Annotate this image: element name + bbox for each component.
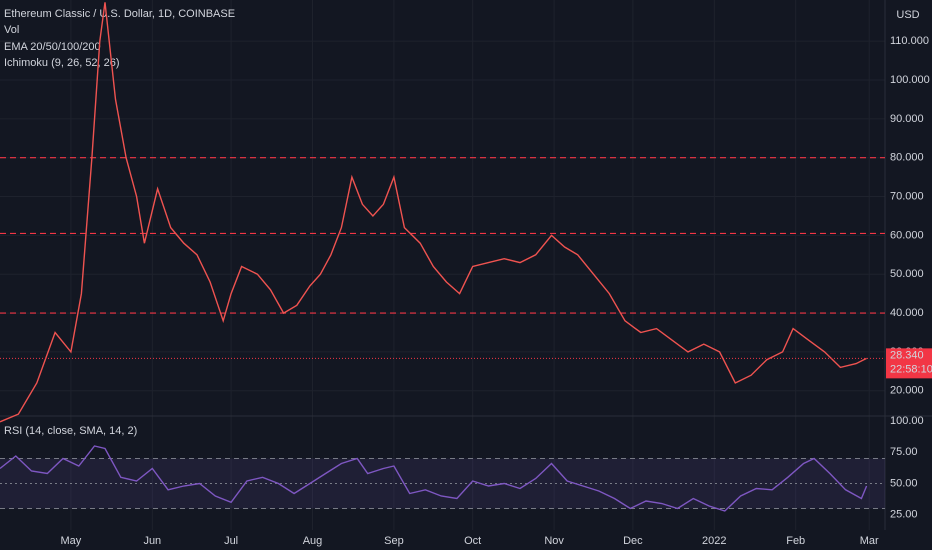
x-tick-label: Aug <box>303 535 323 547</box>
series-line <box>0 445 868 512</box>
y-tick-label: 100.000 <box>890 74 930 86</box>
chart-title: Ethereum Classic / U.S. Dollar, 1D, COIN… <box>4 8 235 20</box>
x-tick-label: Feb <box>786 535 805 547</box>
rsi-band <box>0 458 885 509</box>
y-tick-label: 90.000 <box>890 113 924 125</box>
x-tick-label: May <box>61 535 82 547</box>
rsi-title: RSI (14, close, SMA, 14, 2) <box>4 425 137 437</box>
series-line <box>0 2 867 423</box>
y-tick-label: 75.00 <box>890 446 918 458</box>
y-tick-label: 25.00 <box>890 509 918 521</box>
x-tick-label: Jul <box>224 535 238 547</box>
indicator-label: Vol <box>4 24 19 36</box>
x-tick-label: Mar <box>860 535 879 547</box>
countdown-label: 22:58:10 <box>890 363 932 375</box>
y-tick-label: 100.00 <box>890 415 924 427</box>
last-price-label: 28.340 <box>890 349 924 361</box>
x-tick-label: Dec <box>623 535 643 547</box>
x-tick-label: Jun <box>143 535 161 547</box>
x-tick-label: Oct <box>464 535 481 547</box>
indicator-label: EMA 20/50/100/200 <box>4 41 101 53</box>
x-tick-label: Sep <box>384 535 404 547</box>
y-tick-label: 70.000 <box>890 190 924 202</box>
y-tick-label: 50.000 <box>890 268 924 280</box>
x-tick-label: Nov <box>544 535 564 547</box>
x-tick-label: 2022 <box>702 535 726 547</box>
indicator-label: Ichimoku (9, 26, 52, 26) <box>4 57 120 69</box>
y-tick-label: 50.00 <box>890 477 918 489</box>
y-tick-label: 40.000 <box>890 307 924 319</box>
y-tick-label: 20.000 <box>890 385 924 397</box>
y-tick-label: 80.000 <box>890 152 924 164</box>
y-tick-label: 60.000 <box>890 229 924 241</box>
currency-label: USD <box>896 9 919 21</box>
last-price-box <box>886 348 932 379</box>
y-tick-label: 110.000 <box>890 35 929 47</box>
